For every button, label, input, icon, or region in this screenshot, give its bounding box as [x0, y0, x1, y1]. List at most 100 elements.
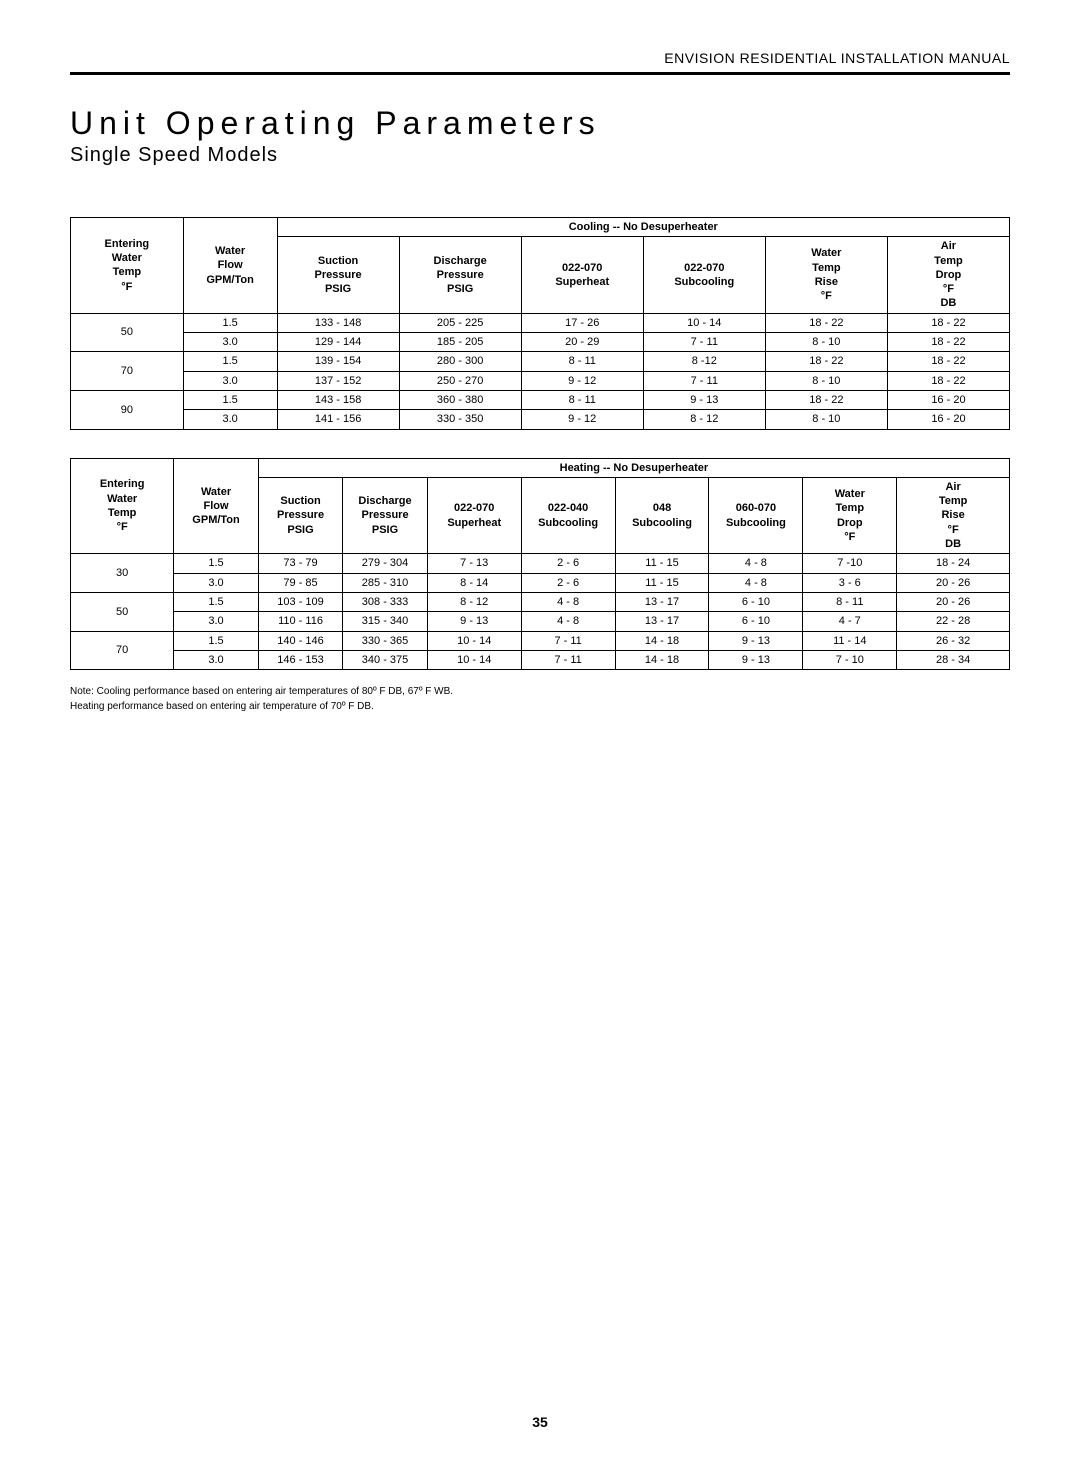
cell-flow: 3.0 [174, 573, 259, 592]
cell-value: 250 - 270 [399, 371, 521, 390]
cell-value: 330 - 365 [343, 631, 428, 650]
cell-value: 2 - 6 [521, 554, 615, 573]
cell-value: 20 - 29 [521, 333, 643, 352]
cell-value: 8 - 12 [643, 410, 765, 429]
cell-value: 9 - 13 [709, 631, 803, 650]
table-span-title: Heating -- No Desuperheater [258, 458, 1009, 477]
cell-flow: 3.0 [174, 612, 259, 631]
cell-value: 8 - 10 [765, 410, 887, 429]
cell-value: 103 - 109 [258, 592, 343, 611]
table-row: 901.5143 - 158360 - 3808 - 119 - 1318 - … [71, 390, 1010, 409]
cell-value: 8 - 11 [521, 390, 643, 409]
cell-value: 110 - 116 [258, 612, 343, 631]
cell-value: 13 - 17 [615, 612, 709, 631]
cell-value: 4 - 8 [709, 554, 803, 573]
col-header: 022-070Subcooling [643, 237, 765, 313]
footnote: Note: Cooling performance based on enter… [70, 684, 1010, 714]
cell-value: 10 - 14 [427, 631, 521, 650]
cell-flow: 1.5 [183, 313, 277, 332]
col-header: EnteringWaterTemp°F [71, 458, 174, 554]
cell-value: 139 - 154 [277, 352, 399, 371]
table-row: 3.0146 - 153340 - 37510 - 147 - 1114 - 1… [71, 650, 1010, 669]
page-number: 35 [70, 1414, 1010, 1430]
cell-value: 11 - 14 [803, 631, 897, 650]
cell-value: 9 - 13 [427, 612, 521, 631]
cell-value: 6 - 10 [709, 592, 803, 611]
table-row: 301.573 - 79279 - 3047 - 132 - 611 - 154… [71, 554, 1010, 573]
table-row: 701.5140 - 146330 - 36510 - 147 - 1114 -… [71, 631, 1010, 650]
cell-value: 73 - 79 [258, 554, 343, 573]
cell-value: 280 - 300 [399, 352, 521, 371]
cell-value: 140 - 146 [258, 631, 343, 650]
cell-value: 18 - 22 [887, 352, 1009, 371]
cell-value: 129 - 144 [277, 333, 399, 352]
cell-value: 11 - 15 [615, 573, 709, 592]
col-header: 022-070Superheat [521, 237, 643, 313]
cell-value: 8 - 10 [765, 371, 887, 390]
cell-value: 9 - 13 [709, 650, 803, 669]
table-row: 3.0110 - 116315 - 3409 - 134 - 813 - 176… [71, 612, 1010, 631]
cell-value: 8 - 11 [803, 592, 897, 611]
col-header: 022-070Superheat [427, 477, 521, 553]
table-span-title: Cooling -- No Desuperheater [277, 218, 1009, 237]
table-row: 3.0141 - 156330 - 3509 - 128 - 128 - 101… [71, 410, 1010, 429]
cell-value: 10 - 14 [427, 650, 521, 669]
cell-value: 8 - 14 [427, 573, 521, 592]
cell-value: 28 - 34 [897, 650, 1010, 669]
col-header: SuctionPressurePSIG [258, 477, 343, 553]
cell-flow: 1.5 [174, 592, 259, 611]
cell-value: 7 - 11 [643, 371, 765, 390]
cell-value: 7 - 11 [521, 650, 615, 669]
col-header: 048Subcooling [615, 477, 709, 553]
col-header: WaterFlowGPM/Ton [183, 218, 277, 314]
cooling-table: EnteringWaterTemp°FWaterFlowGPM/TonCooli… [70, 217, 1010, 430]
cell-flow: 1.5 [183, 352, 277, 371]
col-header: AirTempDrop°FDB [887, 237, 1009, 313]
cell-temp: 30 [71, 554, 174, 593]
cell-value: 18 - 22 [765, 390, 887, 409]
cell-temp: 50 [71, 592, 174, 631]
cell-temp: 50 [71, 313, 184, 352]
table-row: 501.5133 - 148205 - 22517 - 2610 - 1418 … [71, 313, 1010, 332]
table-row: 3.079 - 85285 - 3108 - 142 - 611 - 154 -… [71, 573, 1010, 592]
cell-value: 22 - 28 [897, 612, 1010, 631]
cell-value: 8 - 12 [427, 592, 521, 611]
cell-value: 13 - 17 [615, 592, 709, 611]
cell-value: 18 - 22 [887, 371, 1009, 390]
cell-value: 14 - 18 [615, 650, 709, 669]
col-header: WaterTempDrop°F [803, 477, 897, 553]
cell-value: 4 - 7 [803, 612, 897, 631]
cell-value: 8 - 11 [521, 352, 643, 371]
cell-value: 9 - 12 [521, 410, 643, 429]
cell-value: 7 - 13 [427, 554, 521, 573]
header-rule [70, 72, 1010, 75]
cell-value: 137 - 152 [277, 371, 399, 390]
cell-value: 16 - 20 [887, 410, 1009, 429]
col-header: EnteringWaterTemp°F [71, 218, 184, 314]
cell-value: 18 - 22 [765, 352, 887, 371]
col-header: WaterTempRise°F [765, 237, 887, 313]
cell-value: 7 - 11 [521, 631, 615, 650]
manual-title: ENVISION RESIDENTIAL INSTALLATION MANUAL [70, 50, 1010, 66]
col-header: DischargePressurePSIG [343, 477, 428, 553]
col-header: AirTempRise°FDB [897, 477, 1010, 553]
table-row: 3.0137 - 152250 - 2709 - 127 - 118 - 101… [71, 371, 1010, 390]
col-header: WaterFlowGPM/Ton [174, 458, 259, 554]
page: ENVISION RESIDENTIAL INSTALLATION MANUAL… [0, 0, 1080, 1470]
table-row: 3.0129 - 144185 - 20520 - 297 - 118 - 10… [71, 333, 1010, 352]
cell-value: 4 - 8 [521, 592, 615, 611]
cell-value: 146 - 153 [258, 650, 343, 669]
cell-flow: 3.0 [183, 410, 277, 429]
cell-value: 143 - 158 [277, 390, 399, 409]
cell-value: 360 - 380 [399, 390, 521, 409]
cell-value: 285 - 310 [343, 573, 428, 592]
footnote-line: Heating performance based on entering ai… [70, 699, 1010, 714]
cell-value: 20 - 26 [897, 592, 1010, 611]
cell-value: 133 - 148 [277, 313, 399, 332]
cell-value: 315 - 340 [343, 612, 428, 631]
cell-value: 185 - 205 [399, 333, 521, 352]
cell-value: 10 - 14 [643, 313, 765, 332]
table-row: 701.5139 - 154280 - 3008 - 118 -1218 - 2… [71, 352, 1010, 371]
cell-value: 2 - 6 [521, 573, 615, 592]
cell-value: 4 - 8 [709, 573, 803, 592]
